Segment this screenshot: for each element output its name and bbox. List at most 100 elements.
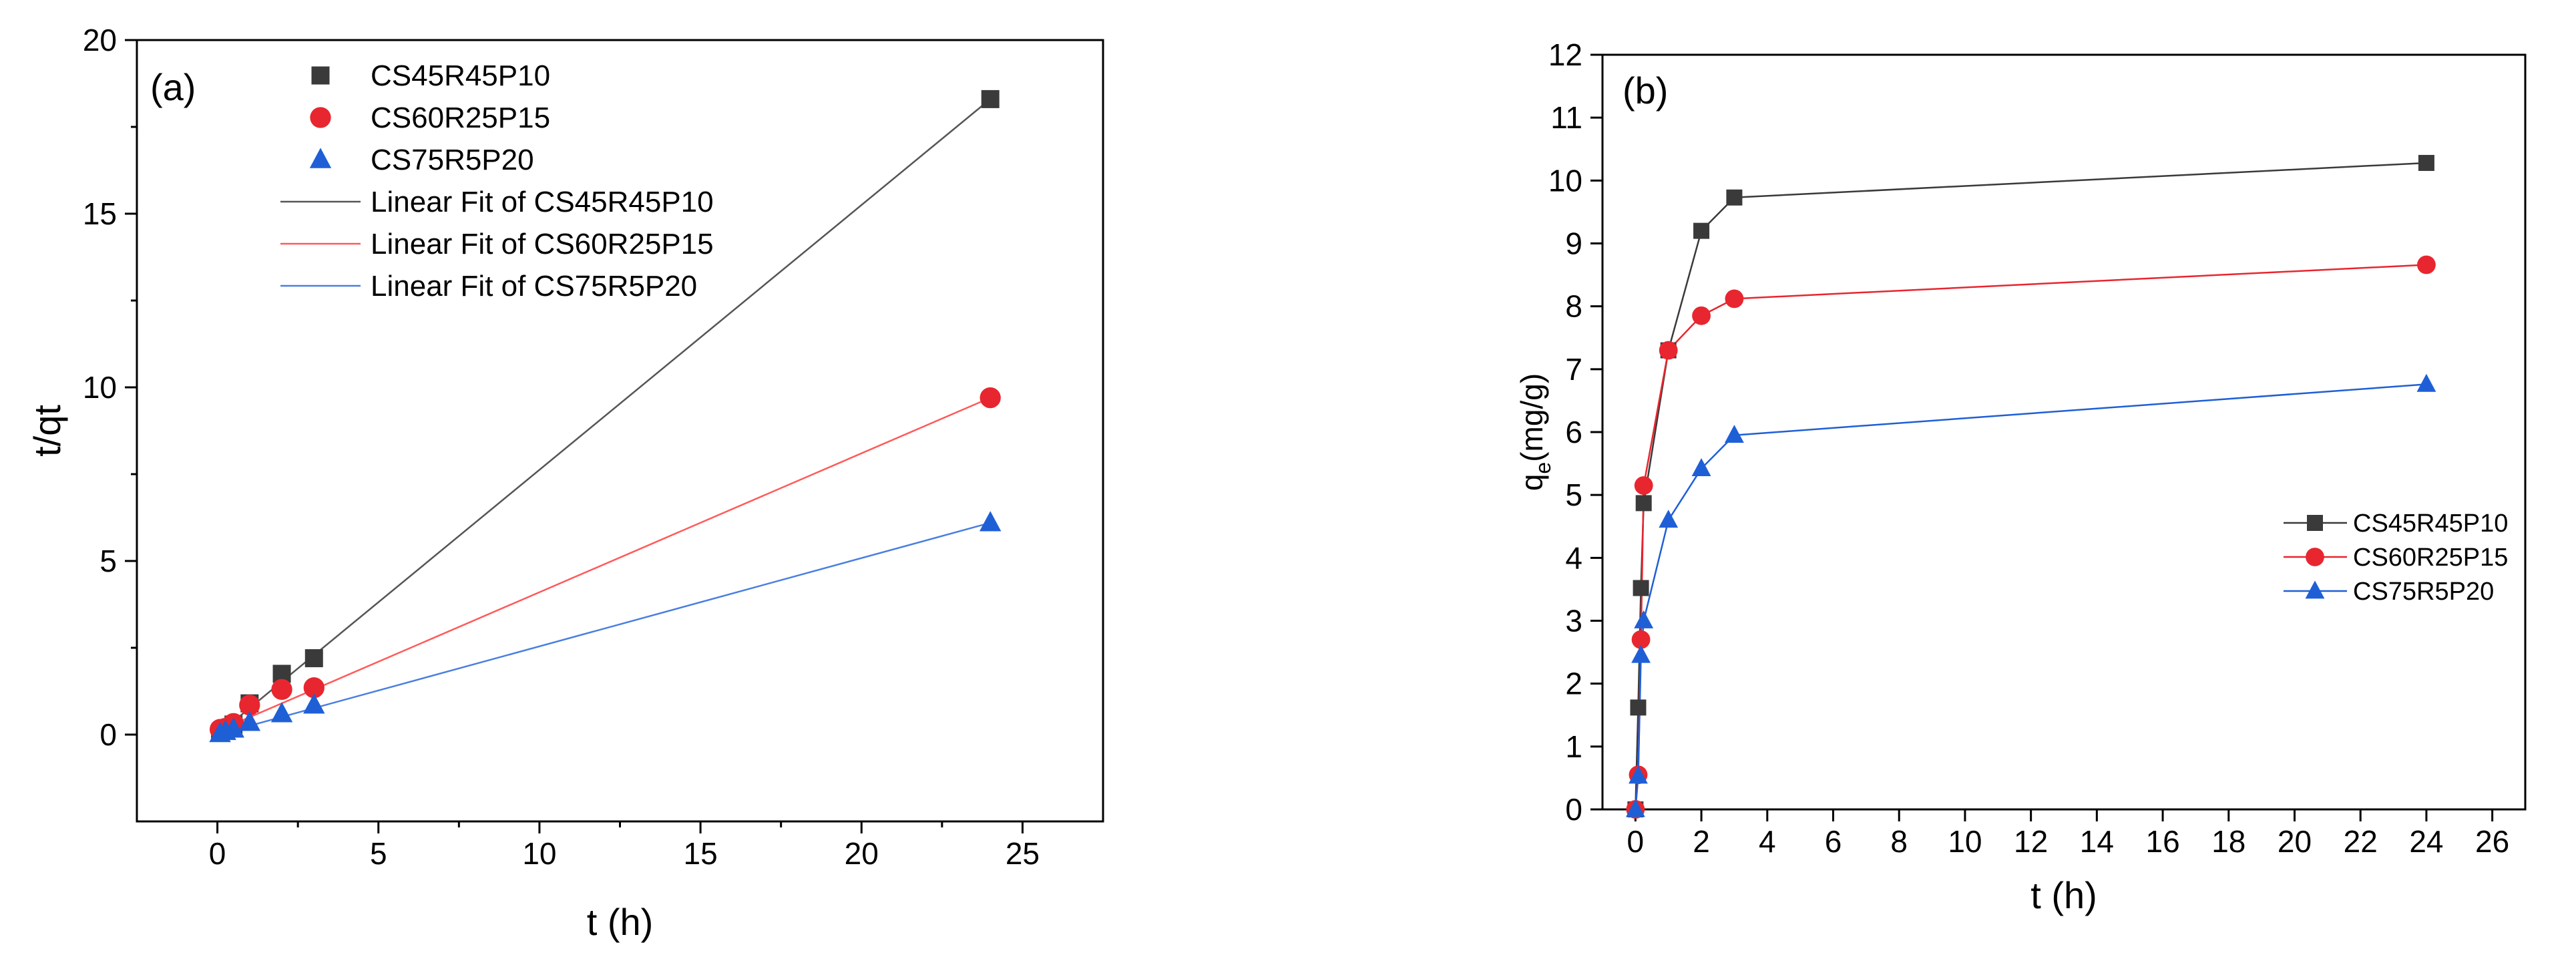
fit-line: [217, 397, 991, 732]
data-point: [2417, 255, 2436, 274]
legend-marker: [2307, 515, 2323, 531]
x-tick-label: 12: [2014, 824, 2048, 859]
x-tick-label: 5: [370, 836, 387, 871]
x-tick-label: 10: [522, 836, 556, 871]
legend-item: Linear Fit of CS60R25P15: [280, 228, 714, 260]
y-tick-label: 20: [83, 23, 117, 57]
y-tick-label: 0: [99, 717, 117, 752]
y-tick-label: 7: [1565, 352, 1582, 387]
legend-item: CS45R45P10: [2284, 510, 2508, 538]
y-tick-label: 8: [1565, 289, 1582, 324]
panel-label-b: (b): [1623, 69, 1668, 112]
legend-item: Linear Fit of CS75R5P20: [280, 270, 697, 303]
x-tick-label: 6: [1825, 824, 1842, 859]
y-tick-label: 4: [1565, 540, 1582, 575]
legend-marker: [2306, 548, 2324, 566]
data-point: [1631, 630, 1651, 649]
y-axis-title: t/qt: [26, 405, 68, 457]
chart-panel-b: 0 2 4 6 8 10 12 14 16 18 20 22 24 260123456789101112t…: [1514, 37, 2527, 916]
legend-item: CS45R45P10: [311, 59, 550, 92]
fit-line: [217, 522, 991, 736]
y-tick-label: 11: [1550, 100, 1582, 135]
legend-item: CS75R5P20: [2284, 578, 2494, 606]
legend-label: Linear Fit of CS75R5P20: [371, 270, 697, 303]
data-point: [979, 511, 1002, 532]
x-axis-title: t (h): [587, 901, 654, 943]
legend-label: CS60R25P15: [2353, 544, 2508, 572]
series-line: [1635, 162, 2426, 810]
data-point: [238, 711, 261, 731]
x-tick-label: 15: [683, 836, 717, 871]
data-point: [270, 702, 293, 723]
x-tick-label: 22: [2344, 824, 2378, 859]
data-point: [2418, 154, 2434, 171]
plot-frame: [1601, 53, 2527, 811]
x-tick-label: 16: [2145, 824, 2179, 859]
data-point: [1631, 644, 1651, 663]
y-axis-title-unit: (mg/g): [1514, 373, 1549, 462]
x-tick-label: 0: [1627, 824, 1645, 859]
data-point: [1659, 341, 1678, 360]
data-point: [222, 717, 244, 738]
y-tick-label: 2: [1565, 666, 1582, 701]
legend-label: Linear Fit of CS45R45P10: [371, 186, 714, 218]
legend-marker: [311, 66, 330, 85]
data-point: [303, 677, 325, 699]
x-tick-label: 24: [2409, 824, 2443, 859]
legend-item: CS75R5P20: [309, 144, 534, 176]
x-tick-label: 14: [2080, 824, 2114, 859]
data-point: [1725, 425, 1744, 443]
data-point: [1693, 222, 1710, 239]
y-tick-label: 10: [1548, 163, 1582, 198]
x-tick-label: 2: [1693, 824, 1710, 859]
y-tick-label: 5: [1565, 477, 1582, 512]
chart-panel-a: 0 5 10 15 20 25 0 5 10 15 20 t (h) t/qt (a) CS45R45P10…: [26, 23, 1104, 943]
legend-label: CS75R5P20: [371, 144, 534, 176]
legend-item: CS60R25P15: [2284, 544, 2508, 572]
data-point: [1634, 476, 1653, 495]
legend-b: CS45R45P10 CS60R25P15 CS75R5P20: [2284, 510, 2508, 606]
data-point: [271, 679, 292, 701]
data-point: [1659, 510, 1679, 528]
data-point: [1635, 495, 1652, 512]
y-axis-title: qe(mg/g): [1514, 373, 1555, 491]
y-tick-label: 10: [83, 370, 117, 405]
legend-item: Linear Fit of CS45R45P10: [280, 186, 714, 218]
legend-label: CS45R45P10: [371, 59, 550, 92]
data-point: [1726, 189, 1743, 206]
y-tick-label: 3: [1565, 604, 1582, 638]
legend-marker: [309, 148, 332, 168]
data-point: [980, 387, 1001, 409]
data-point: [1725, 289, 1744, 309]
data-point: [1633, 580, 1649, 596]
x-axis-title: t (h): [2030, 874, 2097, 916]
data-point: [1625, 799, 1645, 817]
data-point: [1692, 306, 1711, 325]
y-tick-label: 15: [83, 196, 117, 231]
legend-label: CS60R25P15: [371, 102, 550, 134]
legend-marker: [310, 107, 331, 128]
x-tick-label: 4: [1759, 824, 1776, 859]
legend-item: CS60R25P15: [310, 102, 550, 134]
x-tick-label: 0: [209, 836, 226, 871]
data-point: [1629, 765, 1648, 784]
x-tick-label: 8: [1890, 824, 1908, 859]
y-axis-title-subscript: e: [1531, 462, 1555, 474]
legend-label: Linear Fit of CS60R25P15: [371, 228, 714, 260]
legend-marker: [2305, 580, 2325, 599]
data-point: [981, 89, 1000, 108]
y-tick-label: 5: [99, 544, 117, 578]
data-point: [2416, 373, 2436, 392]
x-tick-label: 20: [2278, 824, 2312, 859]
data-point: [1634, 610, 1654, 628]
data-point: [1630, 699, 1647, 716]
y-tick-label: 6: [1565, 415, 1582, 449]
y-tick-label: 1: [1565, 729, 1582, 764]
y-tick-label: 12: [1548, 37, 1582, 72]
y-tick-label: 9: [1565, 226, 1582, 261]
data-point: [239, 695, 260, 716]
panel-label-a: (a): [150, 66, 196, 108]
series-line: [1635, 264, 2426, 810]
x-tick-label: 18: [2211, 824, 2245, 859]
data-point: [304, 649, 323, 668]
